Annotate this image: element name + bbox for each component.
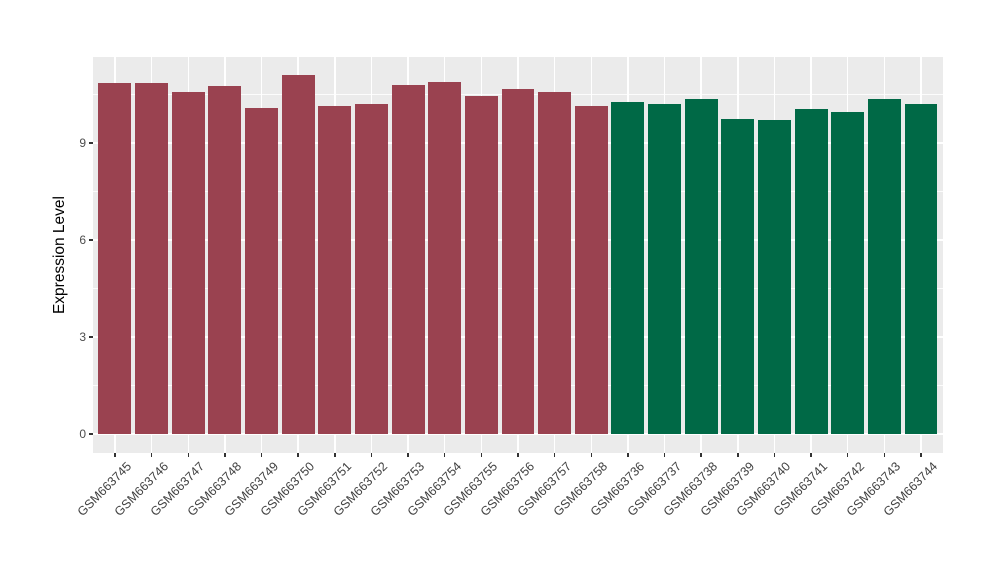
y-axis-title-text: Expression Level	[51, 195, 68, 315]
x-tick-label-GSM663747: GSM663747	[147, 459, 208, 519]
bar-GSM663746	[135, 82, 169, 434]
bar-GSM663754	[428, 81, 462, 434]
bar-GSM663743	[867, 99, 901, 434]
bar-GSM663751	[318, 105, 352, 434]
x-tick-mark	[627, 453, 629, 457]
bar-GSM663758	[574, 106, 608, 434]
x-tick-mark	[553, 453, 556, 457]
bar-GSM663757	[538, 91, 572, 434]
x-tick-label-GSM663741: GSM663741	[770, 459, 831, 519]
bar-GSM663748	[208, 85, 242, 434]
x-tick-label-GSM663758: GSM663758	[550, 459, 611, 519]
x-tick-mark	[480, 453, 483, 457]
x-tick-mark	[297, 453, 299, 457]
bar-GSM663749	[245, 108, 279, 434]
x-tick-label-GSM663757: GSM663757	[514, 459, 574, 519]
bar-GSM663738	[684, 99, 718, 434]
bar-GSM663747	[171, 92, 205, 434]
x-tick-mark	[737, 453, 739, 457]
bar-GSM663744	[904, 104, 938, 434]
bar-GSM663741	[794, 109, 828, 434]
x-tick-mark	[260, 453, 263, 457]
x-tick-label-GSM663751: GSM663751	[294, 459, 354, 519]
x-tick-label-GSM663752: GSM663752	[331, 459, 391, 519]
x-tick-mark	[114, 453, 116, 457]
bar-GSM663750	[281, 75, 315, 434]
x-tick-mark	[224, 453, 226, 457]
x-tick-label-GSM663743: GSM663743	[844, 459, 904, 519]
x-tick-label-GSM663744: GSM663744	[880, 459, 941, 519]
x-tick-label-GSM663737: GSM663737	[624, 459, 684, 519]
x-tick-mark	[370, 453, 373, 457]
x-tick-label-GSM663738: GSM663738	[660, 459, 721, 519]
plot-panel	[93, 57, 943, 453]
bar-GSM663745	[98, 82, 132, 434]
x-tick-label-GSM663755: GSM663755	[441, 459, 501, 519]
x-tick-label-GSM663739: GSM663739	[697, 459, 758, 519]
x-tick-label-GSM663746: GSM663746	[111, 459, 171, 519]
x-tick-mark	[920, 453, 922, 457]
x-tick-mark	[187, 453, 189, 457]
bar-GSM663742	[831, 112, 865, 434]
x-tick-mark	[517, 453, 519, 457]
x-tick-label-GSM663748: GSM663748	[184, 459, 245, 519]
x-tick-mark	[407, 453, 409, 457]
x-tick-mark	[443, 453, 446, 457]
x-tick-label-GSM663740: GSM663740	[734, 459, 794, 519]
x-tick-label-GSM663736: GSM663736	[587, 459, 648, 519]
bar-GSM663740	[757, 120, 791, 434]
x-tick-mark	[700, 453, 702, 457]
x-tick-mark	[663, 453, 666, 457]
bar-GSM663739	[721, 119, 755, 434]
bar-GSM663752	[354, 103, 388, 434]
x-tick-label-GSM663756: GSM663756	[477, 459, 538, 519]
x-tick-mark	[334, 453, 336, 457]
bar-GSM663737	[648, 103, 682, 434]
bar-GSM663736	[611, 101, 645, 434]
x-tick-label-GSM663745: GSM663745	[74, 459, 135, 519]
x-tick-mark	[150, 453, 153, 457]
x-tick-mark	[883, 453, 886, 457]
x-tick-label-GSM663750: GSM663750	[257, 459, 318, 519]
y-axis-title: Expression Level	[48, 57, 72, 453]
x-tick-label-GSM663742: GSM663742	[807, 459, 867, 519]
x-tick-label-GSM663753: GSM663753	[367, 459, 428, 519]
bar-GSM663753	[391, 84, 425, 434]
bar-GSM663756	[501, 89, 535, 434]
x-tick-mark	[590, 453, 593, 457]
x-tick-mark	[846, 453, 849, 457]
x-tick-label-GSM663749: GSM663749	[221, 459, 281, 519]
bar-GSM663755	[464, 96, 498, 434]
x-tick-mark	[773, 453, 776, 457]
x-tick-mark	[810, 453, 812, 457]
x-tick-label-GSM663754: GSM663754	[404, 459, 464, 519]
